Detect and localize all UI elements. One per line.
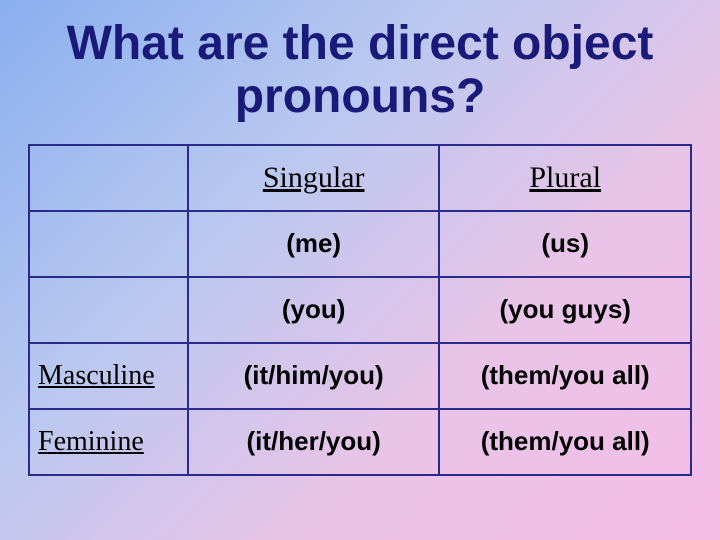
cell-masc-sing: (it/him/you)	[188, 343, 440, 409]
pronoun-table-container: Singular Plural (me) (us) (you) (you guy…	[0, 144, 720, 476]
table-row: Feminine (it/her/you) (them/you all)	[29, 409, 691, 475]
cell-fem-sing: (it/her/you)	[188, 409, 440, 475]
cell-you-guys: (you guys)	[439, 277, 691, 343]
row-label-masculine: Masculine	[29, 343, 188, 409]
pronoun-table: Singular Plural (me) (us) (you) (you guy…	[28, 144, 692, 476]
row-label-feminine: Feminine	[29, 409, 188, 475]
cell-me: (me)	[188, 211, 440, 277]
cell-you: (you)	[188, 277, 440, 343]
cell-us: (us)	[439, 211, 691, 277]
row-label	[29, 211, 188, 277]
table-row: (me) (us)	[29, 211, 691, 277]
cell-masc-plur: (them/you all)	[439, 343, 691, 409]
cell-fem-plur: (them/you all)	[439, 409, 691, 475]
column-header-plural: Plural	[439, 145, 691, 211]
slide-title: What are the direct object pronouns?	[0, 0, 720, 144]
table-corner-cell	[29, 145, 188, 211]
table-row: (you) (you guys)	[29, 277, 691, 343]
column-header-singular: Singular	[188, 145, 440, 211]
table-header-row: Singular Plural	[29, 145, 691, 211]
row-label	[29, 277, 188, 343]
table-row: Masculine (it/him/you) (them/you all)	[29, 343, 691, 409]
